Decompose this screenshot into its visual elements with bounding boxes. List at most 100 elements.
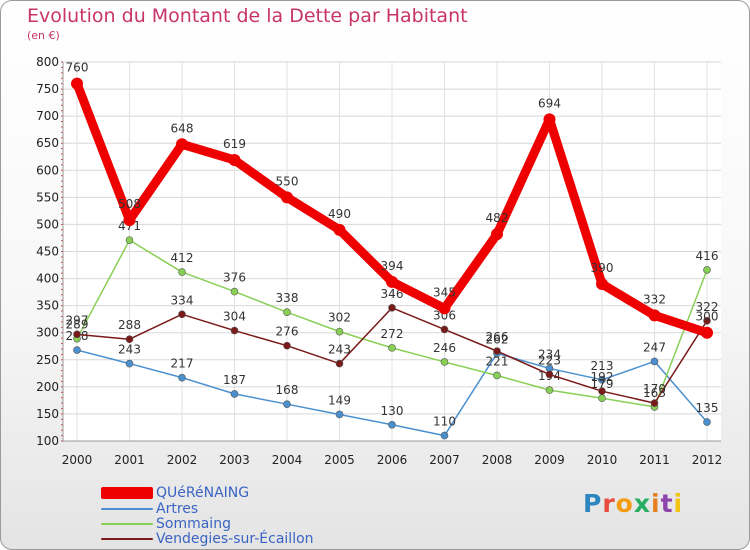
x-tick-label: 2010: [587, 453, 618, 467]
y-tick-label: 150: [36, 407, 59, 421]
data-point-3: [440, 325, 449, 334]
logo-letter: o: [615, 489, 634, 518]
data-label-0: 619: [223, 137, 246, 151]
data-point-2: [388, 344, 396, 352]
data-label-0: 300: [696, 310, 719, 324]
data-label-1: 130: [381, 404, 404, 418]
data-point-0: [491, 228, 503, 241]
x-tick-label: 2011: [639, 453, 670, 467]
data-label-0: 482: [486, 211, 509, 225]
data-point-0: [596, 277, 608, 290]
data-label-3: 346: [381, 287, 404, 301]
data-label-3: 276: [276, 325, 299, 339]
data-label-2: 163: [643, 386, 666, 400]
data-label-1: 168: [276, 383, 299, 397]
data-point-1: [73, 346, 81, 354]
data-point-1: [230, 390, 239, 398]
y-tick-label: 600: [36, 163, 59, 177]
data-label-1: 262: [486, 332, 509, 346]
data-point-2: [440, 358, 449, 366]
proxiti-logo: Proxiti: [583, 489, 683, 518]
x-tick-label: 2006: [377, 453, 408, 467]
data-point-0: [71, 77, 83, 90]
data-point-2: [125, 236, 134, 244]
data-point-2: [230, 287, 239, 296]
data-label-3: 223: [538, 353, 561, 367]
data-point-0: [228, 153, 241, 166]
data-label-3: 304: [223, 310, 246, 324]
data-point-0: [123, 214, 136, 227]
data-label-3: 192: [591, 370, 614, 384]
data-point-0: [386, 275, 398, 288]
data-label-3: 288: [118, 318, 141, 332]
x-tick-label: 2005: [324, 453, 355, 467]
data-point-1: [335, 410, 344, 419]
data-point-0: [281, 191, 293, 204]
data-label-2: 471: [118, 219, 141, 233]
data-label-3: 334: [171, 293, 194, 307]
data-point-2: [335, 327, 344, 336]
data-label-1: 213: [591, 359, 614, 373]
logo-letter: x: [633, 489, 651, 518]
data-label-1: 243: [118, 343, 141, 357]
data-label-3: 170: [643, 382, 666, 396]
data-point-2: [178, 268, 186, 276]
x-tick-label: 2002: [167, 453, 198, 467]
data-label-0: 648: [171, 121, 194, 135]
y-tick-label: 650: [36, 136, 59, 150]
logo-letter: P: [583, 489, 603, 518]
data-point-0: [543, 113, 556, 126]
y-tick-label: 700: [36, 109, 59, 123]
x-tick-label: 2007: [429, 453, 460, 467]
data-label-2: 302: [328, 311, 351, 325]
x-tick-label: 2003: [219, 453, 250, 467]
legend-swatch-vendegies: [101, 538, 153, 540]
data-label-2: 376: [223, 271, 246, 285]
x-tick-label: 2012: [692, 453, 723, 467]
data-label-3: 306: [433, 308, 456, 322]
data-point-1: [650, 357, 659, 366]
x-tick-label: 2000: [62, 453, 93, 467]
y-tick-label: 100: [36, 434, 59, 448]
data-point-3: [493, 347, 501, 355]
data-point-1: [703, 418, 711, 426]
data-label-2: 416: [696, 249, 719, 263]
y-tick-label: 750: [36, 82, 59, 96]
data-point-2: [545, 386, 554, 394]
data-point-1: [598, 376, 606, 384]
data-label-1: 135: [696, 401, 719, 415]
data-label-3: 243: [328, 343, 351, 357]
y-tick-label: 400: [36, 272, 59, 286]
data-label-1: 234: [538, 347, 561, 361]
y-tick-label: 300: [36, 326, 59, 340]
data-point-1: [178, 373, 186, 382]
data-label-0: 332: [643, 292, 666, 306]
data-label-0: 760: [66, 61, 89, 75]
data-label-2: 338: [276, 291, 299, 305]
x-tick-label: 2009: [534, 453, 565, 467]
legend-label-vendegies: Vendegies-sur-Écaillon: [156, 531, 314, 547]
y-tick-label: 800: [36, 55, 59, 69]
data-point-0: [701, 326, 713, 339]
data-point-3: [598, 387, 606, 395]
data-label-1: 110: [433, 415, 456, 429]
data-label-0: 490: [328, 207, 351, 221]
legend-swatch-querenaing: [101, 487, 153, 499]
data-point-0: [438, 302, 451, 315]
data-label-1: 217: [171, 357, 194, 371]
data-point-3: [73, 330, 81, 339]
data-point-1: [283, 400, 291, 408]
data-point-1: [388, 420, 396, 429]
chart-subtitle: (en €): [27, 29, 60, 42]
data-label-3: 297: [66, 313, 89, 327]
data-label-0: 694: [538, 96, 561, 110]
x-tick-label: 2001: [114, 453, 145, 467]
data-point-1: [440, 431, 449, 440]
data-label-0: 550: [276, 174, 299, 188]
data-label-1: 247: [643, 340, 666, 354]
data-point-2: [598, 394, 606, 403]
data-point-0: [333, 223, 346, 236]
logo-letter: t: [660, 489, 674, 518]
logo-letter: i: [673, 489, 684, 518]
